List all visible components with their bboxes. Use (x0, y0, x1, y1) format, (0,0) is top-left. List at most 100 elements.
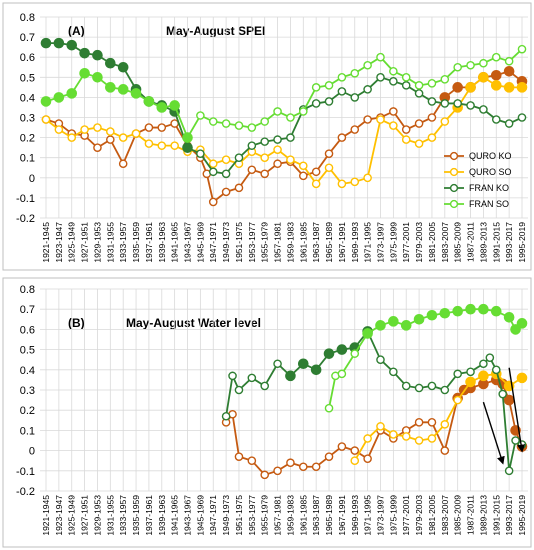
data-point (337, 73, 347, 82)
x-tick-label: 1947-1971 (208, 222, 218, 263)
data-point (66, 88, 78, 99)
y-tick-label: 0.4 (20, 92, 35, 104)
data-point (131, 129, 141, 138)
data-point (389, 66, 398, 76)
panel-a-label: (A) (68, 24, 85, 38)
x-tick-label: 1981-2005 (427, 222, 437, 263)
x-tick-label: 1951-1975 (234, 495, 244, 536)
x-tick-label: 1967-1991 (337, 495, 347, 536)
data-point (298, 107, 308, 116)
data-point (247, 141, 257, 150)
x-tick-label: 1993-2017 (504, 222, 514, 263)
x-tick-label: 1943-1967 (183, 495, 193, 536)
data-point (401, 381, 411, 391)
data-point (286, 113, 295, 122)
water-level-chart-panel: (B) May-August Water level 0.8 0.7 0.6 0.5 0… (2, 277, 532, 548)
data-point (388, 316, 399, 327)
x-tick-label: 1983-2007 (440, 222, 450, 263)
data-point (196, 149, 205, 158)
data-point (66, 39, 78, 51)
data-point (440, 385, 450, 395)
data-point (221, 411, 231, 421)
data-point (247, 123, 257, 132)
x-tick-label: 1941-1965 (170, 222, 180, 263)
data-point (286, 155, 295, 165)
x-tick-label: 1923-1947 (54, 222, 64, 263)
x-tick-label: 1941-1965 (170, 495, 180, 536)
data-point (234, 153, 244, 162)
data-point (363, 434, 372, 443)
data-point (490, 80, 502, 91)
data-point (389, 107, 398, 116)
data-point (273, 466, 282, 476)
data-point (414, 139, 424, 148)
data-point (400, 320, 412, 331)
data-point (324, 403, 334, 413)
panel-a-title: May-August SPEI (166, 24, 265, 38)
data-point (401, 432, 411, 441)
data-point (511, 436, 520, 445)
data-point (53, 37, 65, 49)
data-point (427, 133, 437, 142)
data-point (414, 89, 424, 98)
data-point (221, 169, 231, 179)
data-point (465, 82, 476, 93)
panel-b-title: May-August Water level (126, 316, 261, 330)
data-point (208, 167, 218, 177)
x-tick-label: 1931-1955 (105, 222, 115, 263)
data-point (157, 141, 167, 150)
data-point (453, 395, 462, 405)
data-point (414, 119, 424, 128)
data-point (311, 462, 321, 472)
data-point (453, 62, 462, 72)
data-point (118, 133, 128, 142)
x-tick-label: 1975-1999 (388, 495, 398, 536)
data-point (466, 367, 475, 377)
x-tick-label: 1961-1985 (298, 495, 308, 536)
data-point (247, 165, 257, 175)
data-point (503, 82, 515, 93)
y-tick-label: 0.6 (20, 324, 35, 336)
x-tick-label: 1923-1947 (54, 495, 64, 536)
x-tick-label: 1925-1949 (67, 495, 77, 536)
data-point (465, 376, 476, 388)
x-tick-label: 1957-1981 (273, 222, 283, 263)
data-point (273, 135, 282, 144)
data-point (427, 97, 437, 106)
data-point (79, 47, 90, 59)
data-point (401, 81, 411, 90)
x-tick-label: 1959-1983 (285, 222, 295, 263)
data-point (363, 85, 372, 94)
data-point (144, 139, 154, 148)
data-point (273, 359, 282, 369)
data-point (350, 177, 360, 187)
data-point (440, 446, 450, 455)
x-tick-label: 1937-1961 (144, 222, 154, 263)
data-point (490, 69, 502, 81)
data-point (517, 113, 527, 122)
y-tick-label: 0.8 (20, 284, 35, 296)
data-point (298, 161, 308, 171)
data-point (234, 183, 244, 193)
x-tick-label: 1931-1955 (105, 495, 115, 536)
legend-label: QURO KO (469, 151, 512, 161)
data-point (92, 49, 103, 61)
data-point (427, 79, 437, 88)
data-point (337, 442, 347, 451)
data-point (413, 313, 425, 325)
panel-b-frame (2, 277, 532, 548)
data-point (350, 125, 360, 134)
data-point (130, 88, 142, 99)
x-tick-label: 1953-1977 (247, 222, 257, 263)
x-tick-label: 1979-2003 (414, 222, 424, 263)
data-point (208, 117, 218, 126)
data-point (273, 159, 282, 169)
spei-chart-panel: (A) May-August SPEI 0.8 0.7 0.6 0.5 0.4 0.3 0.… (2, 2, 532, 271)
data-point (452, 82, 463, 93)
data-point (363, 173, 372, 183)
data-point (498, 389, 508, 399)
data-point (350, 456, 360, 466)
data-point (273, 107, 282, 116)
data-point (479, 105, 488, 114)
data-point (53, 92, 65, 103)
